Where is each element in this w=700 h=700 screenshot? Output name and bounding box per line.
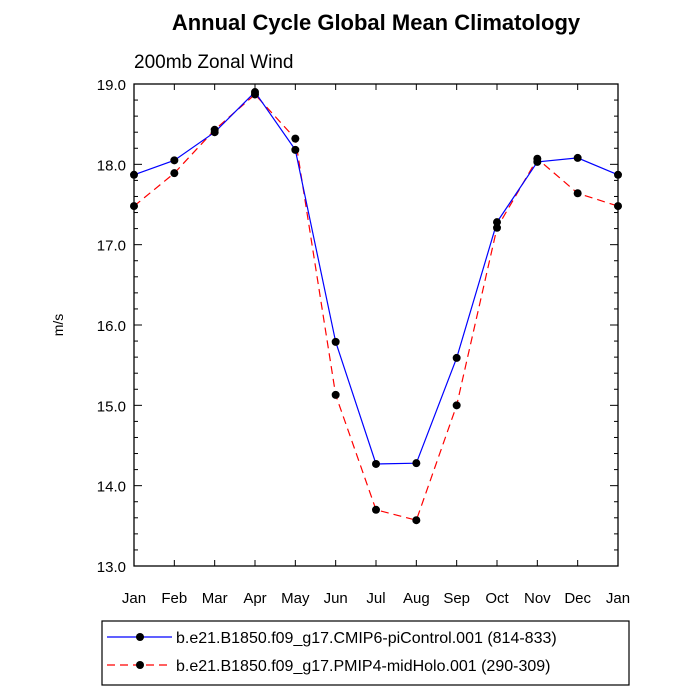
y-tick-label: 17.0 <box>97 238 126 255</box>
x-tick-label: Nov <box>524 590 551 607</box>
data-point-series-1 <box>331 337 340 346</box>
x-tick-label: Jan <box>606 590 630 607</box>
x-tick-label: Dec <box>564 590 591 607</box>
x-tick-label: Jun <box>324 590 348 607</box>
y-tick-label: 13.0 <box>97 559 126 576</box>
legend-label-1: b.e21.B1850.f09_g17.CMIP6-piControl.001 … <box>176 630 557 647</box>
x-tick-label: May <box>281 590 310 607</box>
series-layer <box>130 88 622 525</box>
x-tick-label: Jul <box>366 590 385 607</box>
y-tick-label: 14.0 <box>97 479 126 496</box>
x-tick-label: Sep <box>443 590 470 607</box>
data-point-series-1 <box>291 145 300 154</box>
data-point-series-2 <box>412 516 421 525</box>
series-line-1 <box>133 91 619 465</box>
data-point-series-2 <box>170 169 179 178</box>
y-tick-label: 18.0 <box>97 157 126 174</box>
y-axis-label: m/s <box>50 314 66 337</box>
legend-box <box>101 620 630 686</box>
data-point-series-1 <box>210 128 219 137</box>
data-point-series-2 <box>493 223 501 232</box>
data-point-series-2 <box>573 189 582 198</box>
data-point-series-1 <box>573 153 582 162</box>
data-point-series-2 <box>291 134 300 143</box>
legend-marker-1 <box>136 633 144 641</box>
data-point-series-1 <box>412 459 421 468</box>
data-point-series-2 <box>331 390 340 399</box>
data-point-series-1 <box>251 88 259 97</box>
legend: b.e21.B1850.f09_g17.CMIP6-piControl.001 … <box>101 620 630 686</box>
data-point-series-1 <box>452 353 461 362</box>
x-tick-label: Mar <box>202 590 228 607</box>
y-tick-label: 15.0 <box>97 398 126 415</box>
x-tick-label: Aug <box>403 590 430 607</box>
chart-subtitle: 200mb Zonal Wind <box>134 52 293 73</box>
y-tick-label: 16.0 <box>97 318 126 335</box>
y-tick-label: 19.0 <box>97 77 126 94</box>
data-point-series-1 <box>493 218 501 227</box>
legend-label-2: b.e21.B1850.f09_g17.PMIP4-midHolo.001 (2… <box>176 658 550 675</box>
legend-marker-2 <box>136 661 144 669</box>
plot-frame <box>133 83 619 567</box>
data-point-series-1 <box>372 459 380 468</box>
chart-title: Annual Cycle Global Mean Climatology <box>172 10 581 35</box>
data-point-series-1 <box>533 157 542 166</box>
x-tick-label: Oct <box>485 590 509 607</box>
series-line-2 <box>133 93 619 521</box>
legend-items: b.e21.B1850.f09_g17.CMIP6-piControl.001 … <box>107 630 557 675</box>
data-point-series-2 <box>372 505 380 514</box>
data-point-series-2 <box>452 401 461 410</box>
x-tick-label: Feb <box>161 590 187 607</box>
x-tick-label: Apr <box>243 590 266 607</box>
data-point-series-1 <box>170 156 179 165</box>
axis-ticks: Jan Feb Mar Apr May Jun Jul Aug Sep Oct Nov Dec Jan 1… <box>97 77 630 607</box>
x-tick-label: Jan <box>122 590 146 607</box>
